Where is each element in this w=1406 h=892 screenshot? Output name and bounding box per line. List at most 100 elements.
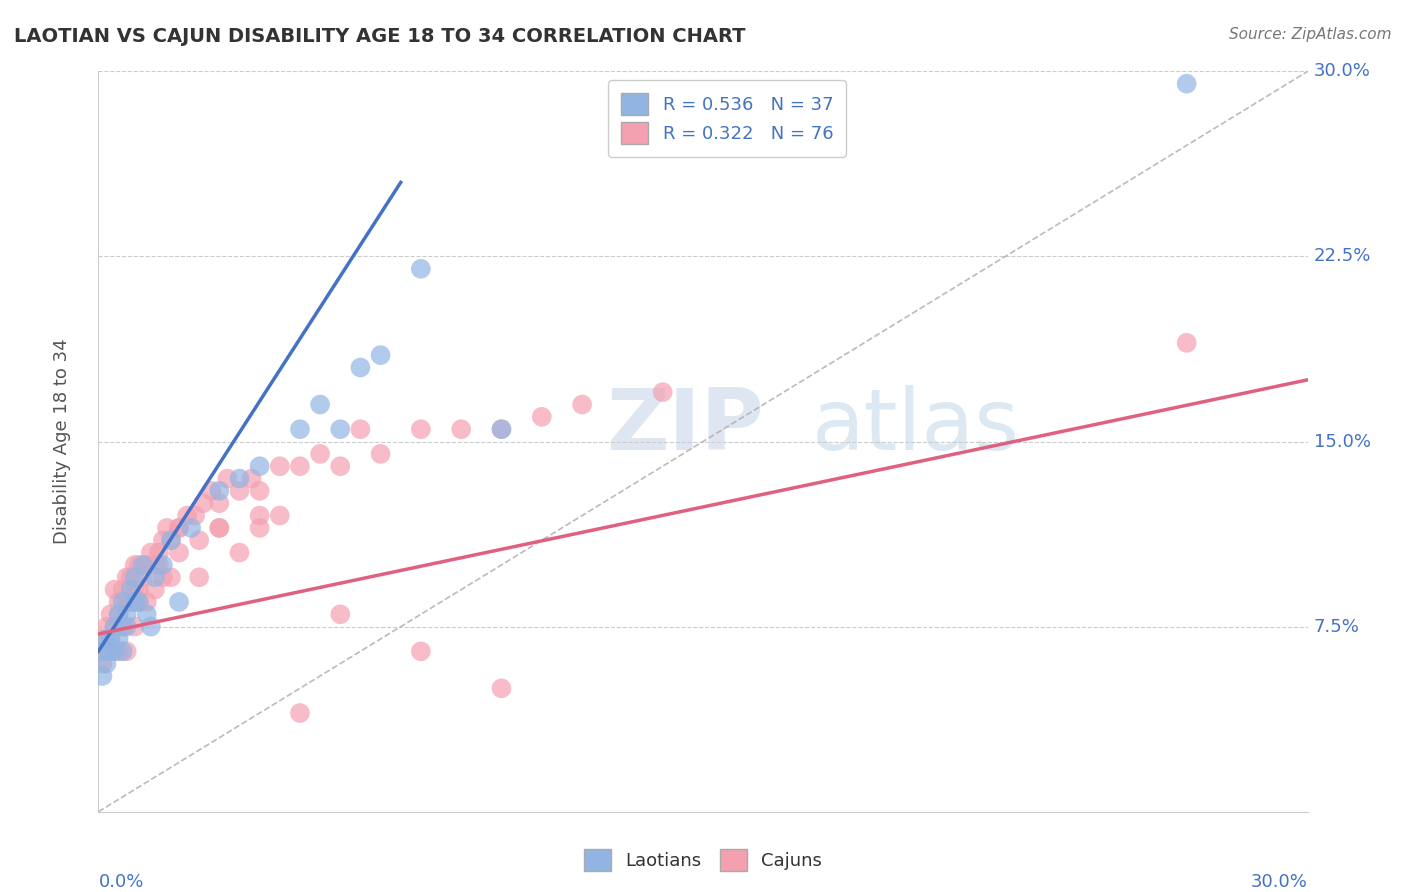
Point: [288, 459, 311, 474]
Point: [180, 521, 202, 535]
Point: [111, 619, 134, 633]
Point: [107, 595, 129, 609]
Point: [103, 644, 125, 658]
Point: [228, 483, 250, 498]
Point: [167, 546, 190, 560]
Point: [188, 570, 211, 584]
Point: [176, 508, 198, 523]
Point: [128, 595, 150, 609]
Point: [208, 496, 231, 510]
Point: [349, 360, 371, 375]
Text: LAOTIAN VS CAJUN DISABILITY AGE 18 TO 34 CORRELATION CHART: LAOTIAN VS CAJUN DISABILITY AGE 18 TO 34…: [14, 27, 745, 45]
Point: [135, 607, 157, 622]
Point: [96, 632, 118, 646]
Point: [409, 644, 432, 658]
Point: [309, 447, 332, 461]
Text: Source: ZipAtlas.com: Source: ZipAtlas.com: [1229, 27, 1392, 42]
Point: [152, 533, 174, 548]
Point: [288, 706, 311, 720]
Point: [329, 607, 352, 622]
Point: [167, 521, 190, 535]
Point: [329, 459, 352, 474]
Point: [115, 595, 138, 609]
Point: [100, 607, 122, 622]
Point: [111, 595, 134, 609]
Point: [651, 385, 673, 400]
Point: [143, 558, 166, 572]
Text: ZIP: ZIP: [606, 385, 763, 468]
Point: [228, 546, 250, 560]
Point: [152, 570, 174, 584]
Point: [309, 398, 332, 412]
Legend: R = 0.536   N = 37, R = 0.322   N = 76: R = 0.536 N = 37, R = 0.322 N = 76: [609, 80, 846, 157]
Point: [269, 459, 291, 474]
Legend: Laotians, Cajuns: Laotians, Cajuns: [576, 842, 830, 879]
Point: [1175, 77, 1198, 91]
Point: [120, 595, 142, 609]
Point: [409, 261, 432, 276]
Point: [107, 607, 129, 622]
Point: [111, 619, 134, 633]
Point: [571, 398, 593, 412]
Point: [107, 644, 129, 658]
Point: [188, 533, 211, 548]
Point: [370, 447, 392, 461]
Point: [200, 483, 222, 498]
Point: [120, 582, 142, 597]
Point: [139, 619, 162, 633]
Point: [370, 348, 392, 362]
Point: [228, 471, 250, 485]
Point: [249, 483, 271, 498]
Point: [111, 644, 134, 658]
Point: [240, 471, 263, 485]
Point: [249, 508, 271, 523]
Point: [115, 570, 138, 584]
Point: [450, 422, 472, 436]
Point: [115, 619, 138, 633]
Point: [530, 409, 553, 424]
Point: [269, 508, 291, 523]
Point: [124, 570, 146, 584]
Text: 22.5%: 22.5%: [1313, 247, 1371, 266]
Point: [96, 657, 118, 671]
Point: [107, 607, 129, 622]
Point: [491, 422, 513, 436]
Point: [91, 669, 114, 683]
Point: [208, 521, 231, 535]
Point: [167, 595, 190, 609]
Point: [100, 644, 122, 658]
Point: [1175, 335, 1198, 350]
Point: [184, 508, 207, 523]
Text: 30.0%: 30.0%: [1251, 873, 1308, 891]
Point: [128, 558, 150, 572]
Text: 15.0%: 15.0%: [1313, 433, 1371, 450]
Point: [208, 521, 231, 535]
Point: [217, 471, 239, 485]
Point: [124, 595, 146, 609]
Point: [491, 681, 513, 696]
Point: [124, 558, 146, 572]
Point: [91, 657, 114, 671]
Point: [156, 521, 179, 535]
Point: [96, 619, 118, 633]
Point: [193, 496, 215, 510]
Point: [103, 619, 125, 633]
Point: [148, 558, 170, 572]
Point: [249, 521, 271, 535]
Point: [100, 632, 122, 646]
Point: [152, 558, 174, 572]
Point: [124, 619, 146, 633]
Point: [143, 570, 166, 584]
Point: [148, 546, 170, 560]
Point: [160, 533, 183, 548]
Point: [135, 595, 157, 609]
Point: [329, 422, 352, 436]
Point: [132, 558, 155, 572]
Point: [124, 582, 146, 597]
Text: 7.5%: 7.5%: [1313, 617, 1360, 636]
Text: atlas: atlas: [811, 385, 1019, 468]
Point: [115, 644, 138, 658]
Point: [132, 570, 155, 584]
Text: 0.0%: 0.0%: [98, 873, 143, 891]
Point: [128, 595, 150, 609]
